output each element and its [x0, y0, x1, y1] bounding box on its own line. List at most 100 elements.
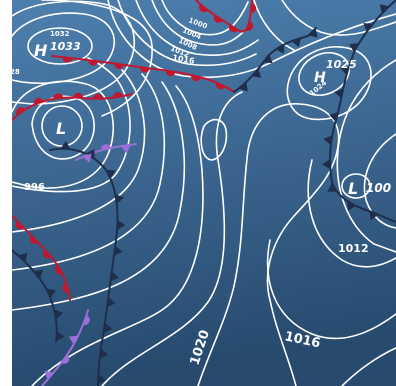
cold-front-triangle [329, 112, 339, 122]
isobar-1000 [161, 0, 249, 36]
warm-front-semicircle [73, 92, 84, 99]
cold-front-triangle [117, 219, 126, 230]
isobar [363, 133, 396, 229]
warm-front-semicircle [16, 107, 26, 116]
isobar-1012 [117, 0, 257, 67]
cold-front [12, 249, 58, 343]
warm-front-semicircle [62, 57, 73, 63]
isobar-label-996: 996 [24, 182, 45, 193]
warm-front-semicircle [199, 4, 208, 13]
cold-front-triangle [113, 245, 123, 256]
warm-front-semicircle [213, 15, 223, 23]
warm-front-semicircle [88, 60, 99, 66]
isobar [281, 0, 396, 36]
isobar-label-1032: 1032 [50, 30, 70, 38]
cold-front-triangle [363, 23, 373, 32]
cold-front-triangle [110, 271, 120, 282]
cold-front-triangle [68, 335, 79, 345]
warm-front-semicircle [250, 3, 257, 14]
isobar-label-1016-bottom: 1016 [283, 329, 322, 351]
warm-front-semicircle [54, 265, 63, 275]
warm-front-semicircle [83, 315, 90, 326]
cold-front-triangle [323, 135, 333, 146]
isobar [341, 347, 396, 386]
warm-front-semicircle [114, 63, 125, 70]
cold-front-triangle [18, 253, 28, 263]
cold-front-triangle [56, 331, 65, 342]
isobar-small-closed [200, 118, 228, 161]
low-symbol: L [348, 179, 358, 198]
warm-front-semicircle [113, 91, 123, 98]
isobar [336, 59, 396, 253]
isobar [31, 85, 204, 386]
isobar-low-centre [41, 105, 83, 147]
sea-background [12, 0, 396, 386]
cold-front-triangle [107, 297, 116, 308]
isobar-low-ring [341, 173, 371, 199]
low-value: 100 [366, 181, 391, 195]
warm-front-semicircle [29, 235, 38, 244]
high-value: 1033 [50, 40, 81, 53]
cold-front-triangle [263, 54, 273, 64]
isobar [12, 80, 115, 189]
warm-front-semicircle [191, 74, 201, 82]
low-symbol: L [56, 119, 66, 138]
warm-front-semicircle [62, 283, 69, 293]
isobar [12, 81, 186, 311]
cold-front-triangle [60, 140, 71, 150]
isobar [253, 0, 295, 51]
isobar-1016 [266, 239, 396, 340]
warm-front-semicircle [61, 354, 70, 364]
isobar-label-28: 28 [12, 68, 20, 76]
isobar-1024 [298, 52, 350, 96]
isobar-1012 [307, 159, 396, 268]
warm-front-semicircle [139, 66, 150, 73]
cold-front-triangle [120, 144, 131, 154]
isobar-996 [12, 57, 131, 193]
warm-front-semicircle [101, 144, 111, 151]
high-symbol: H [314, 70, 326, 86]
cold-front-triangle [54, 309, 64, 320]
isobar [41, 0, 153, 117]
isobar-1032 [27, 27, 93, 65]
warm-front-semicircle [215, 82, 226, 90]
weather-map: 1000 1004 1008 1012 1016 996 1012 1016 1… [12, 0, 396, 386]
cold-front-triangle [379, 4, 389, 14]
cold-front-triangle [46, 288, 56, 298]
warm-front [51, 55, 235, 93]
cold-front-triangle [334, 88, 344, 99]
isobar [12, 69, 146, 233]
cold-front-triangle [291, 37, 302, 48]
cold-front-triangle [33, 269, 44, 279]
cold-front-triangle [97, 374, 107, 385]
fronts [12, 0, 396, 386]
cold-front-triangle [275, 44, 285, 54]
warm-front-semicircle [165, 70, 176, 77]
cold-front-triangle [115, 193, 125, 204]
isobar-1008 [135, 0, 259, 57]
weather-map-svg: 1000 1004 1008 1012 1016 996 1012 1016 1… [12, 0, 396, 386]
cold-front-triangle [347, 201, 357, 211]
low-pressure-centre-left: L [56, 119, 66, 138]
cold-front-triangle [322, 159, 331, 170]
isobar [12, 73, 166, 271]
cold-front-triangle [106, 169, 116, 179]
cold-front-triangle [103, 323, 113, 333]
isobar-1020 [197, 103, 340, 386]
cold-front-triangle [308, 28, 318, 38]
high-symbol: H [34, 41, 48, 60]
warm-front-semicircle [228, 24, 239, 33]
high-pressure-centre-1033: H 1033 1032 [34, 30, 81, 60]
warm-front-semicircle [246, 21, 253, 31]
isobar-label-1012-right: 1012 [338, 242, 369, 255]
isobar [286, 46, 372, 121]
warm-front-semicircle [15, 220, 25, 230]
cold-front-triangle [349, 43, 359, 53]
cold-front-triangle [44, 370, 54, 380]
cold-front-triangle [82, 153, 92, 163]
isobar-label-1016: 1016 [172, 53, 196, 66]
pressure-centres: H 1033 1032 H 1025 1024 L L 100 [34, 30, 391, 199]
cold-front [49, 147, 119, 386]
cold-front-triangle [99, 348, 109, 359]
cold-front-triangle [327, 183, 337, 192]
